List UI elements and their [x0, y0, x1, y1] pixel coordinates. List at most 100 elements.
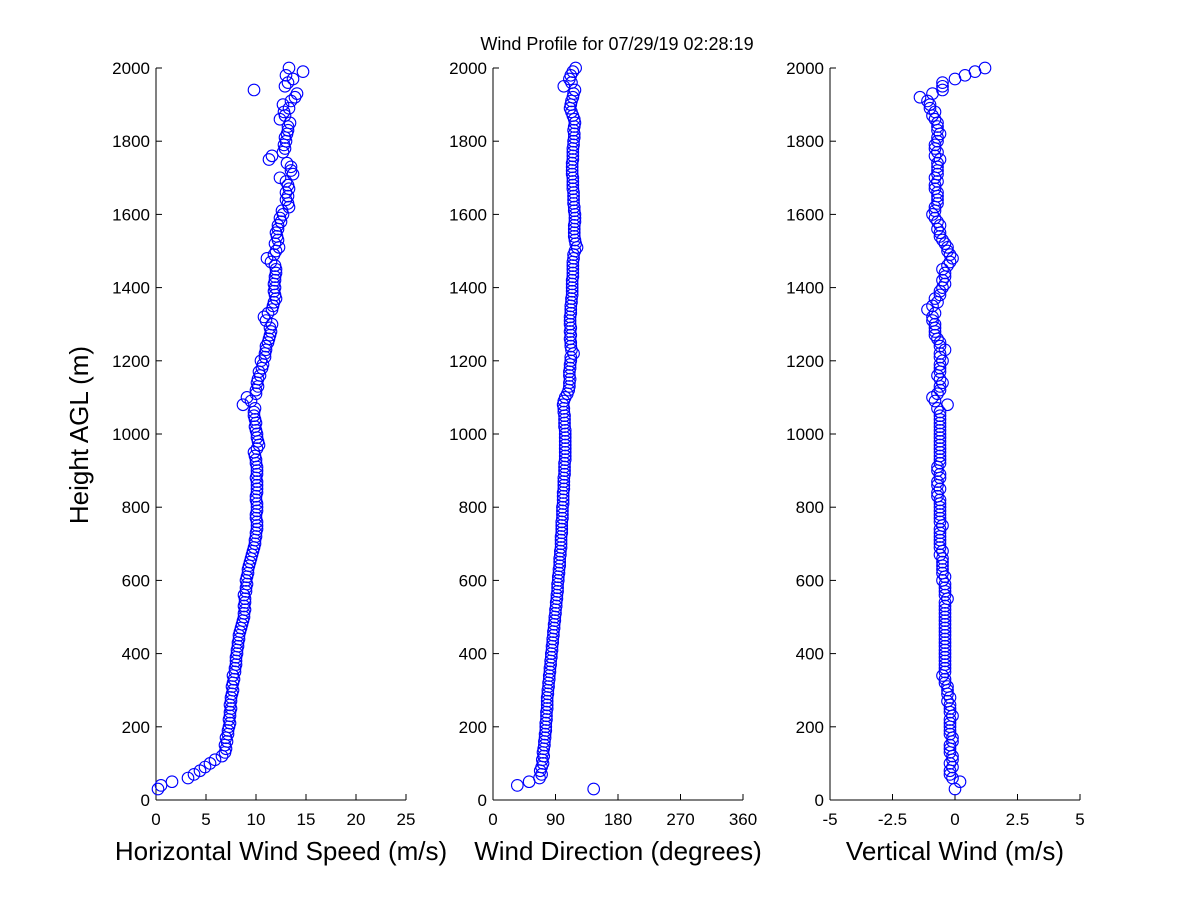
data-point — [567, 197, 580, 210]
data-point — [151, 782, 165, 796]
data-point — [933, 420, 947, 434]
data-point — [936, 555, 949, 569]
data-point — [558, 420, 571, 434]
data-point — [938, 606, 952, 620]
data-point — [223, 709, 237, 723]
data-point — [936, 574, 949, 587]
y-tick-label: 1200 — [449, 352, 487, 371]
data-point — [928, 149, 942, 163]
data-point — [938, 621, 952, 635]
data-point — [933, 438, 947, 452]
data-point — [938, 570, 952, 584]
data-point — [936, 83, 949, 97]
y-tick-label: 2000 — [112, 59, 150, 78]
data-point — [558, 464, 571, 477]
x-tick-label: 90 — [546, 810, 565, 829]
data-point — [933, 372, 947, 386]
data-point — [933, 431, 947, 445]
data-point — [248, 402, 262, 415]
data-point — [938, 617, 952, 631]
data-point — [943, 713, 957, 726]
data-point — [558, 442, 572, 455]
data-point — [552, 566, 566, 580]
x-axis-label: Vertical Wind (m/s) — [846, 836, 1064, 866]
data-point — [931, 134, 944, 148]
x-tick-label: 270 — [666, 810, 694, 829]
data-point — [558, 413, 571, 426]
data-point — [943, 768, 957, 781]
data-point — [936, 544, 949, 558]
data-point — [553, 559, 567, 573]
data-point — [567, 222, 581, 236]
data-point — [926, 314, 939, 327]
data-point — [563, 369, 576, 382]
data-point — [938, 581, 952, 595]
data-point — [933, 288, 947, 302]
data-point — [936, 273, 949, 287]
data-point — [565, 284, 579, 298]
y-tick-label: 1600 — [112, 205, 150, 224]
data-point — [933, 409, 947, 423]
data-point — [567, 189, 580, 203]
data-point — [933, 358, 947, 371]
data-point — [565, 167, 579, 181]
data-point — [936, 519, 949, 532]
data-point — [568, 244, 582, 258]
data-point — [566, 270, 580, 283]
data-point — [544, 658, 557, 671]
data-point — [522, 775, 536, 789]
data-point — [941, 398, 954, 412]
data-point — [542, 680, 555, 693]
data-point — [938, 658, 952, 671]
data-point — [563, 317, 577, 331]
data-point — [933, 339, 947, 353]
data-point — [215, 749, 229, 763]
data-point — [261, 306, 275, 320]
data-point — [539, 724, 553, 737]
data-point — [933, 449, 947, 463]
data-point — [554, 537, 568, 551]
data-point — [566, 65, 580, 79]
x-tick-label: -2.5 — [878, 810, 907, 829]
y-axis-label: Height AGL (m) — [64, 346, 94, 524]
y-tick-label: 1400 — [449, 279, 487, 298]
data-point — [550, 592, 564, 606]
data-point — [567, 204, 581, 218]
data-point — [566, 266, 580, 280]
data-point — [566, 153, 580, 166]
data-point — [943, 702, 957, 715]
data-point — [568, 215, 582, 229]
x-tick-label: 20 — [347, 810, 366, 829]
x-axis-label: Wind Direction (degrees) — [474, 836, 762, 866]
data-point — [938, 650, 952, 664]
data-point — [938, 676, 952, 690]
data-point — [565, 281, 579, 294]
data-point — [557, 482, 571, 496]
data-point — [564, 68, 578, 82]
data-point — [181, 771, 195, 785]
y-tick-label: 0 — [478, 791, 487, 810]
data-point — [931, 222, 944, 236]
y-tick-label: 200 — [122, 718, 150, 737]
y-tick-label: 1200 — [786, 352, 824, 371]
data-point — [250, 478, 264, 492]
data-point — [284, 160, 298, 174]
data-point — [558, 453, 572, 466]
data-point — [933, 511, 947, 525]
data-point — [978, 61, 992, 75]
data-point — [938, 661, 952, 675]
data-point — [568, 211, 582, 225]
data-point — [931, 167, 944, 181]
data-point — [933, 445, 947, 459]
data-point — [933, 541, 947, 554]
data-point — [555, 526, 569, 540]
data-point — [566, 259, 580, 272]
data-point — [566, 182, 580, 196]
data-point — [931, 332, 944, 346]
data-point — [938, 614, 952, 628]
y-tick-label: 1400 — [112, 279, 150, 298]
data-point — [938, 266, 952, 280]
data-point — [933, 361, 947, 375]
data-point — [236, 398, 250, 412]
data-point — [936, 233, 949, 247]
